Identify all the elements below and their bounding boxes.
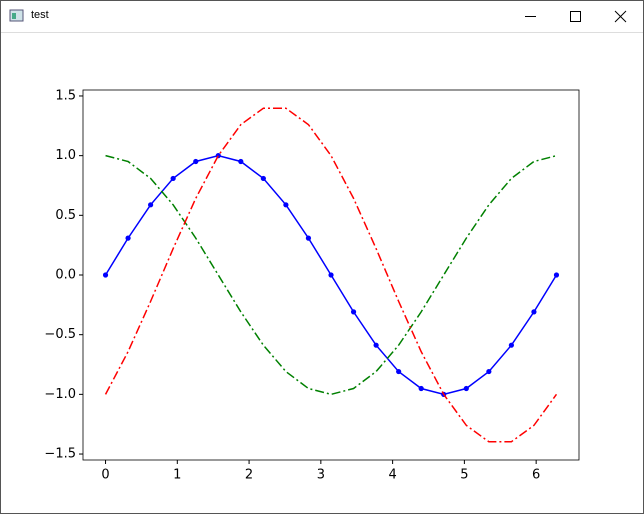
marker (238, 158, 244, 165)
marker (373, 342, 379, 348)
marker (553, 272, 560, 278)
marker (418, 385, 424, 392)
title-bar: test (1, 1, 643, 33)
marker (396, 368, 402, 375)
y-tick-label: −1.5 (44, 447, 76, 462)
y-tick-label: 1.5 (55, 88, 76, 103)
y-tick-label: 1.0 (55, 148, 76, 163)
marker (193, 158, 199, 165)
marker (463, 385, 469, 392)
marker (102, 272, 109, 278)
chart: 0 1 2 3 4 5 6 −1.5 −1.0 −0.5 0.0 0.5 1.0 1.5 (44, 88, 580, 483)
y-tick-label: 0.0 (55, 268, 76, 283)
x-tick-label: 0 (101, 468, 109, 483)
plot-frame (82, 89, 580, 461)
marker (350, 309, 357, 315)
y-tick-label: 0.5 (55, 208, 76, 223)
marker (170, 175, 176, 182)
app-icon (9, 9, 24, 22)
line (105, 154, 557, 396)
x-tick-label: 5 (460, 468, 468, 483)
marker (486, 368, 492, 375)
x-tick-label: 1 (173, 468, 181, 483)
x-tick-label: 6 (532, 468, 540, 483)
marker (260, 175, 266, 182)
y-tick-label: −0.5 (44, 327, 76, 342)
window-title: test (31, 9, 49, 21)
x-tick-label: 4 (388, 468, 396, 483)
maximize-button[interactable] (570, 11, 581, 22)
marker (305, 235, 312, 241)
marker (148, 202, 154, 208)
marker (508, 342, 514, 348)
marker (125, 235, 131, 241)
marker (215, 153, 221, 159)
y-tick-label: −1.0 (44, 387, 76, 402)
marker (283, 202, 289, 208)
marker (328, 272, 334, 278)
window-controls (525, 10, 627, 23)
x-tick-label: 2 (245, 468, 253, 483)
x-tick-label: 3 (317, 468, 325, 483)
marker (531, 309, 537, 315)
close-button[interactable] (614, 10, 627, 23)
